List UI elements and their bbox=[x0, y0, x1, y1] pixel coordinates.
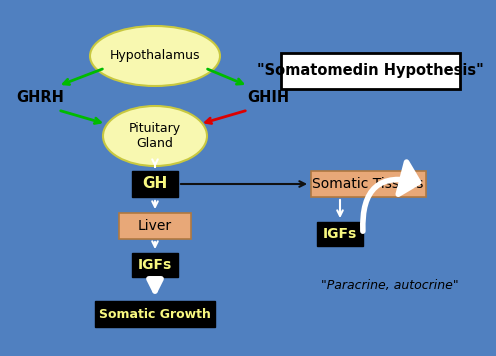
Text: GHIH: GHIH bbox=[247, 90, 289, 105]
Text: "Somatomedin Hypothesis": "Somatomedin Hypothesis" bbox=[256, 63, 484, 79]
Text: Pituitary
Gland: Pituitary Gland bbox=[129, 122, 181, 150]
Ellipse shape bbox=[90, 26, 220, 86]
Text: IGFs: IGFs bbox=[138, 258, 172, 272]
FancyBboxPatch shape bbox=[281, 53, 459, 89]
FancyArrowPatch shape bbox=[363, 162, 419, 231]
Text: "Paracrine, autocrine": "Paracrine, autocrine" bbox=[321, 279, 459, 293]
FancyBboxPatch shape bbox=[317, 222, 363, 246]
Text: Hypothalamus: Hypothalamus bbox=[110, 49, 200, 63]
Text: IGFs: IGFs bbox=[323, 227, 357, 241]
FancyBboxPatch shape bbox=[95, 301, 215, 327]
FancyBboxPatch shape bbox=[119, 213, 191, 239]
Text: GHRH: GHRH bbox=[16, 90, 64, 105]
Text: Somatic Growth: Somatic Growth bbox=[99, 308, 211, 320]
Text: Somatic Tissues: Somatic Tissues bbox=[312, 177, 424, 191]
FancyBboxPatch shape bbox=[310, 171, 426, 197]
Ellipse shape bbox=[103, 106, 207, 166]
FancyBboxPatch shape bbox=[132, 171, 178, 197]
Text: GH: GH bbox=[142, 177, 168, 192]
Text: Liver: Liver bbox=[138, 219, 172, 233]
FancyBboxPatch shape bbox=[132, 253, 178, 277]
